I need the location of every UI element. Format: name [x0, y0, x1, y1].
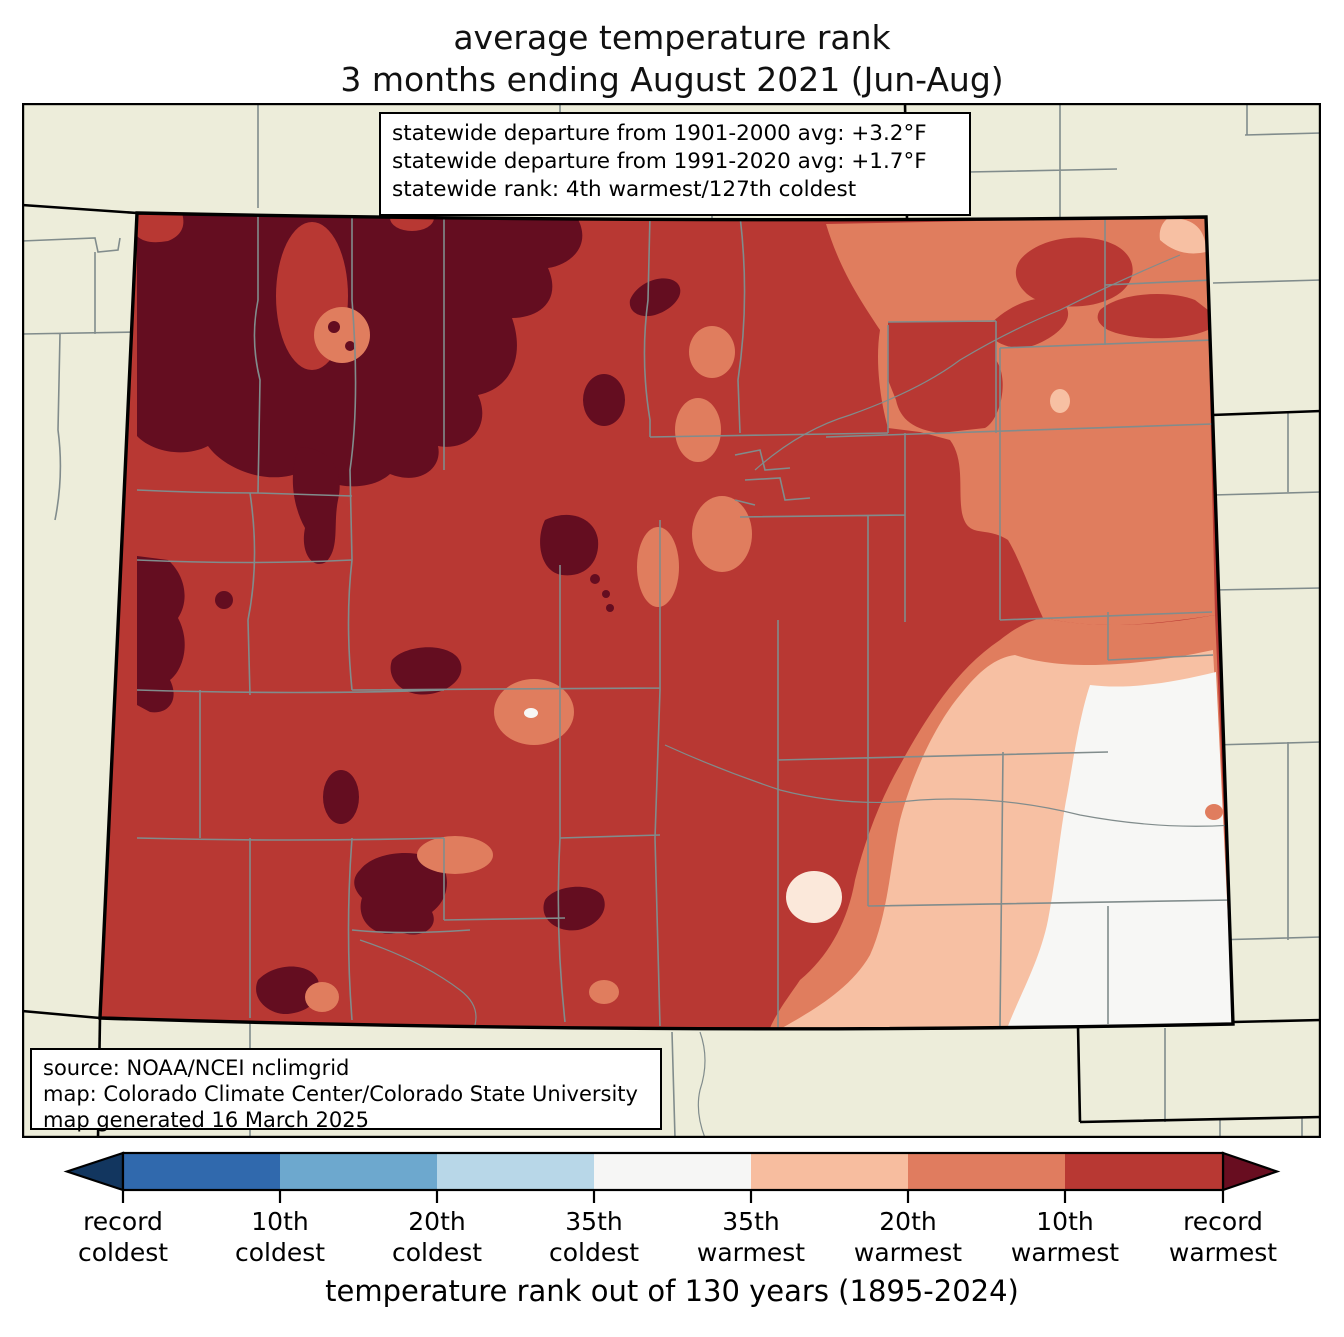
region-35th-warmest-dot [1050, 389, 1070, 413]
colorbar-segment [908, 1153, 1065, 1190]
colorbar-segment [123, 1153, 280, 1190]
region-35th-warmest-dot [940, 930, 966, 944]
page-title: average temperature rank [453, 18, 891, 57]
page-subtitle: 3 months ending August 2021 (Jun-Aug) [340, 60, 1004, 99]
stats-line-3: statewide rank: 4th warmest/127th coldes… [392, 177, 857, 202]
colorbar-label-35th-coldest: 35th coldest [548, 1207, 640, 1267]
map-border [22, 103, 1321, 1138]
colorbar-outline [121, 1151, 1225, 1192]
stats-line-2: statewide departure from 1991-2020 avg: … [392, 149, 927, 174]
colorbar-label-20th-coldest: 20th coldest [391, 1207, 483, 1267]
colorbar-segments [123, 1153, 1223, 1190]
colorbar-segment [437, 1153, 594, 1190]
colorbar-caption: temperature rank out of 130 years (1895-… [325, 1274, 1019, 1308]
region-record-warmest-blobs [137, 278, 681, 1015]
colorbar-label-20th-warmest: 20th warmest [853, 1207, 963, 1267]
colorbar-ticks [121, 1190, 1225, 1203]
region-10th-warmest-blobs [888, 237, 1208, 433]
colorado-choropleth [100, 213, 1233, 1029]
colorado-state-outline [98, 211, 1235, 1031]
colorbar-segment [280, 1153, 437, 1190]
stats-line-1: statewide departure from 1901-2000 avg: … [392, 121, 927, 146]
region-20th-warmest-blob [314, 307, 370, 363]
colorbar-label-35th-warmest: 35th warmest [696, 1207, 806, 1267]
source-line-2: map: Colorado Climate Center/Colorado St… [43, 1082, 638, 1106]
region-neutral-speck [524, 708, 538, 718]
statewide-stats-box: statewide departure from 1901-2000 avg: … [379, 112, 971, 216]
colorbar-label-10th-warmest: 10th warmest [1010, 1207, 1120, 1267]
region-neutral-east [1008, 672, 1233, 1027]
region-10th-warmest-notch [137, 213, 184, 243]
region-20th-warmest-dot [1205, 804, 1223, 820]
region-record-warmest-speck [328, 321, 340, 333]
source-line-1: source: NOAA/NCEI nclimgrid [43, 1056, 350, 1080]
region-35th-warmest-corner [1159, 217, 1206, 254]
colorbar-segment [1065, 1153, 1223, 1190]
region-pale-spot [786, 871, 842, 923]
colorbar-label-10th-coldest: 10th coldest [234, 1207, 326, 1267]
colorbar-right-arrow [1221, 1151, 1281, 1192]
map-frame [22, 103, 1321, 1138]
region-20th-warmest-blobs [305, 326, 752, 1012]
source-line-3: map generated 16 March 2025 [43, 1108, 370, 1132]
colorbar-segment [751, 1153, 908, 1190]
rank-colorbar [63, 1151, 1281, 1203]
colorado-county-lines [136, 214, 1233, 1028]
region-record-warmest-speck [345, 341, 355, 351]
colorbar-label-record-warmest: record warmest [1168, 1207, 1278, 1267]
colorado-rank-map [22, 103, 1321, 1138]
source-attribution-box: source: NOAA/NCEI nclimgrid map: Colorad… [30, 1048, 662, 1132]
colorbar-label-record-coldest: record coldest [77, 1207, 169, 1267]
colorbar-left-arrow [63, 1151, 125, 1192]
colorbar-segment [594, 1153, 751, 1190]
